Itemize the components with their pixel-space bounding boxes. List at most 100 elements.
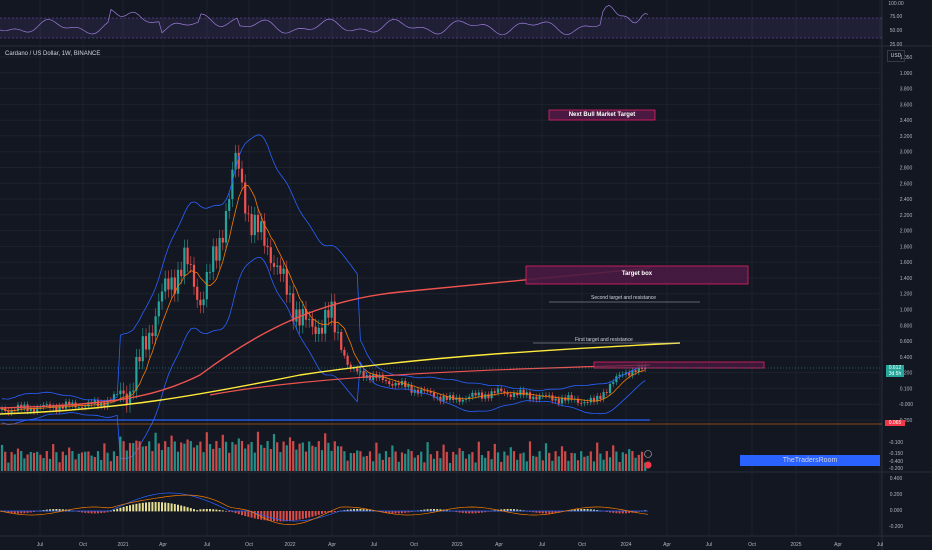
volume-bar: [605, 451, 608, 471]
rsi-tick-label: 75.00: [890, 14, 903, 20]
candle-body: [170, 277, 173, 290]
candle-body: [196, 286, 199, 300]
first-zone-box: [593, 361, 765, 369]
volume-bar: [103, 443, 106, 471]
candle-body: [253, 214, 256, 236]
macd-histogram-bar: [260, 511, 263, 520]
macd-histogram-bar: [481, 511, 483, 513]
macd-histogram-bar: [279, 511, 282, 522]
volume-bar: [80, 452, 84, 471]
candle-body: [119, 390, 122, 395]
macd-histogram-bar: [87, 511, 90, 514]
target-box: [525, 265, 749, 285]
volume-bar: [52, 444, 55, 471]
macd-histogram-bar: [426, 509, 429, 512]
ma-200-yellow: [0, 342, 681, 415]
candle-body: [567, 395, 570, 401]
volume-bar: [304, 451, 308, 471]
volume-bar: [68, 447, 71, 471]
time-tick-label: Apr: [495, 542, 503, 548]
volume-bar: [266, 441, 269, 471]
macd-histogram-bar: [468, 511, 471, 514]
volume-bar: [346, 460, 349, 471]
volume-bar: [477, 441, 480, 471]
macd-histogram-bar: [234, 511, 237, 514]
candle-body: [250, 213, 253, 236]
price-tick-label: 0.400: [900, 355, 913, 361]
macd-histogram-bar: [282, 511, 285, 522]
macd-histogram-bar: [189, 508, 192, 512]
candle-body: [0, 408, 4, 410]
candle-body: [263, 221, 266, 246]
macd-histogram-bar: [612, 511, 615, 513]
candle-body: [538, 396, 541, 400]
bollinger-upper: [1, 134, 646, 402]
macd-histogram-bar: [170, 503, 173, 512]
candle-body: [68, 401, 71, 406]
volume-bar: [432, 458, 436, 471]
macd-histogram-bar: [269, 511, 272, 521]
currency-button[interactable]: USD: [887, 50, 905, 62]
volume-bar: [176, 451, 180, 471]
price-tick-label: 1.200: [900, 292, 913, 298]
macd-histogram-bar: [122, 506, 125, 512]
support-price-tag: 0.065: [885, 420, 905, 426]
candle-body: [167, 278, 170, 290]
candle-body: [55, 406, 58, 412]
candle-body: [164, 278, 167, 292]
macd-histogram-bar: [541, 511, 544, 514]
macd-signal-line: [0, 494, 649, 525]
candle-body: [410, 385, 413, 393]
volume-bar: [343, 451, 346, 471]
target-box-label: Target box: [621, 271, 653, 277]
volume-bar: [253, 452, 256, 471]
volume-bar: [106, 452, 109, 471]
candle-body: [429, 390, 432, 393]
candle-body: [551, 395, 554, 401]
candle-body: [80, 406, 84, 408]
time-tick-label: Jul: [539, 542, 545, 548]
macd-histogram-bar: [577, 509, 579, 512]
candle-body: [596, 395, 599, 402]
candle-body: [308, 319, 311, 320]
macd-histogram-bar: [180, 505, 183, 512]
price-pane[interactable]: [0, 109, 882, 460]
volume-bar: [327, 442, 330, 471]
volume-bar: [551, 460, 554, 471]
volume-bar: [480, 454, 484, 471]
volume-bar: [464, 458, 468, 471]
macd-histogram-bar: [548, 511, 551, 514]
candle-body: [368, 375, 372, 381]
price-axis[interactable]: 1.050 1.000 3.800 3.600 3.400 3.200 3.000 2.800…: [888, 1, 913, 530]
volume-bar: [416, 455, 420, 471]
volume-bar: [148, 441, 151, 471]
volume-bar: [567, 460, 570, 471]
macd-histogram-bar: [333, 511, 336, 513]
ema-line: [1, 184, 646, 412]
volume-bar: [154, 432, 157, 471]
volume-bar: [71, 451, 74, 471]
candle-body: [87, 402, 90, 407]
volume-bar: [45, 451, 48, 471]
volume-bar: [7, 462, 10, 471]
time-axis[interactable]: Jul Oct 2021 Apr Jul Oct 2022 Apr Jul Oct 2023 Apr J…: [37, 542, 883, 548]
candle-body: [554, 398, 557, 401]
macd-histogram-bar: [209, 509, 211, 512]
macd-histogram-bar: [497, 509, 499, 512]
volume-bar: [29, 451, 32, 471]
volume-bar: [384, 451, 388, 471]
candle-body: [436, 396, 439, 398]
volume-bar: [228, 452, 231, 471]
macd-histogram-bar: [321, 511, 323, 514]
candle-body: [311, 319, 314, 327]
volume-bar: [391, 445, 394, 471]
time-tick-label: 2025: [790, 542, 801, 548]
macd-histogram-bar: [583, 509, 586, 512]
candle-body: [10, 409, 13, 413]
price-tick-label: 1.800: [900, 244, 913, 250]
macd-tick-label: -0.200: [889, 524, 903, 530]
price-tick-label: 3.800: [900, 87, 913, 93]
candle-body: [634, 370, 637, 373]
macd-histogram-bar: [388, 511, 391, 514]
